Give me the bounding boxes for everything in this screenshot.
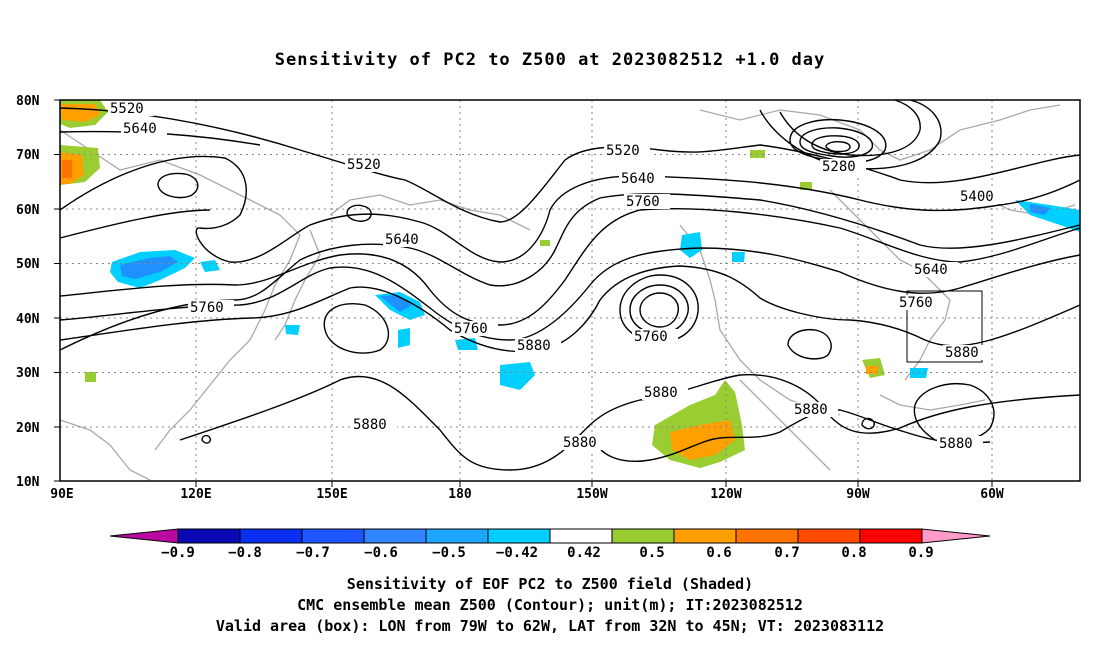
contour-label: 5760: [454, 321, 488, 337]
lon-label: 150E: [316, 487, 347, 502]
colorbar-label: −0.8: [228, 545, 262, 561]
contour-label: 5760: [626, 194, 660, 210]
tick-marks: [54, 99, 993, 487]
contour-label: 5640: [123, 121, 157, 137]
lat-label: 60N: [16, 203, 40, 218]
lon-label: 120E: [180, 487, 211, 502]
contour-label: 5880: [644, 385, 678, 401]
lon-label: 120W: [710, 487, 741, 502]
colorbar-label: −0.9: [161, 545, 195, 561]
contour-label: 5880: [563, 435, 597, 451]
colorbar-label: 0.6: [706, 545, 731, 561]
contour-label: 5520: [110, 101, 144, 117]
colorbar-label: 0.8: [841, 545, 866, 561]
colorbar-cell: [549, 528, 613, 544]
contour-label: 5520: [606, 143, 640, 159]
colorbar-label: −0.5: [432, 545, 466, 561]
lon-label: 180: [448, 487, 472, 502]
lon-label: 90W: [846, 487, 870, 502]
lat-label: 70N: [16, 148, 40, 163]
colorbar-cell: [673, 528, 737, 544]
lat-label: 20N: [16, 421, 40, 436]
colorbar-cell: [425, 528, 489, 544]
colorbar-labels: −0.9 −0.8 −0.7 −0.6 −0.5 −0.42 0.42 0.5 …: [161, 545, 934, 561]
map-title: Sensitivity of PC2 to Z500 at 2023082512…: [274, 50, 826, 70]
caption-line-3: Valid area (box): LON from 79W to 62W, L…: [215, 617, 885, 635]
colorbar-label: 0.5: [639, 545, 664, 561]
colorbar-cell: [109, 528, 179, 544]
sensitivity-map: 5520 5640 5520 5520 5640 5760 5280 5400 …: [16, 94, 1081, 502]
lat-label: 80N: [16, 94, 40, 109]
lat-label: 50N: [16, 257, 40, 272]
contour-label: 5880: [517, 338, 551, 354]
valid-area-box: [906, 290, 983, 363]
contour-label: 5760: [190, 300, 224, 316]
colorbar: −0.9 −0.8 −0.7 −0.6 −0.5 −0.42 0.42 0.5 …: [109, 528, 991, 561]
colorbar-label: 0.42: [567, 545, 601, 561]
colorbar-cell: [921, 528, 991, 544]
colorbar-cell: [611, 528, 675, 544]
caption-line-1: Sensitivity of EOF PC2 to Z500 field (Sh…: [346, 575, 754, 593]
colorbar-cell: [797, 528, 861, 544]
colorbar-label: −0.6: [364, 545, 398, 561]
lon-label: 150W: [576, 487, 607, 502]
colorbar-cell: [487, 528, 551, 544]
lat-label: 30N: [16, 366, 40, 381]
contour-label: 5880: [939, 436, 973, 452]
contour-label: 5640: [621, 171, 655, 187]
colorbar-cell: [363, 528, 427, 544]
contour-label: 5640: [385, 232, 419, 248]
colorbar-cell: [735, 528, 799, 544]
colorbar-label: 0.9: [908, 545, 933, 561]
caption: Sensitivity of EOF PC2 to Z500 field (Sh…: [0, 574, 1100, 637]
lat-lon-grid: [60, 100, 1080, 481]
latitude-labels: 80N 70N 60N 50N 40N 30N 20N 10N: [16, 94, 40, 490]
colorbar-label: 0.7: [774, 545, 799, 561]
colorbar-label: −0.7: [296, 545, 330, 561]
longitude-labels: 90E 120E 150E 180 150W 120W 90W 60W: [50, 487, 1004, 502]
colorbar-cells: [109, 528, 991, 544]
contour-label: 5880: [353, 417, 387, 433]
contour-labels: 5520 5640 5520 5520 5640 5760 5280 5400 …: [108, 101, 1004, 452]
lat-label: 40N: [16, 312, 40, 327]
map-frame: [59, 99, 1081, 482]
caption-line-2: CMC ensemble mean Z500 (Contour); unit(m…: [297, 596, 803, 614]
contour-label: 5880: [794, 402, 828, 418]
lon-label: 60W: [980, 487, 1004, 502]
contour-label: 5520: [347, 157, 381, 173]
lat-label: 10N: [16, 475, 40, 490]
contour-label: 5640: [914, 262, 948, 278]
contour-label: 5280: [822, 159, 856, 175]
colorbar-cell: [239, 528, 303, 544]
z500-contours: [59, 99, 1081, 471]
colorbar-label: −0.42: [496, 545, 538, 561]
contour-label: 5880: [945, 345, 979, 361]
colorbar-cell: [177, 528, 241, 544]
contour-label: 5400: [960, 189, 994, 205]
contour-label: 5760: [899, 295, 933, 311]
lon-label: 90E: [50, 487, 73, 502]
contour-label: 5760: [634, 329, 668, 345]
colorbar-cell: [859, 528, 923, 544]
colorbar-cell: [301, 528, 365, 544]
